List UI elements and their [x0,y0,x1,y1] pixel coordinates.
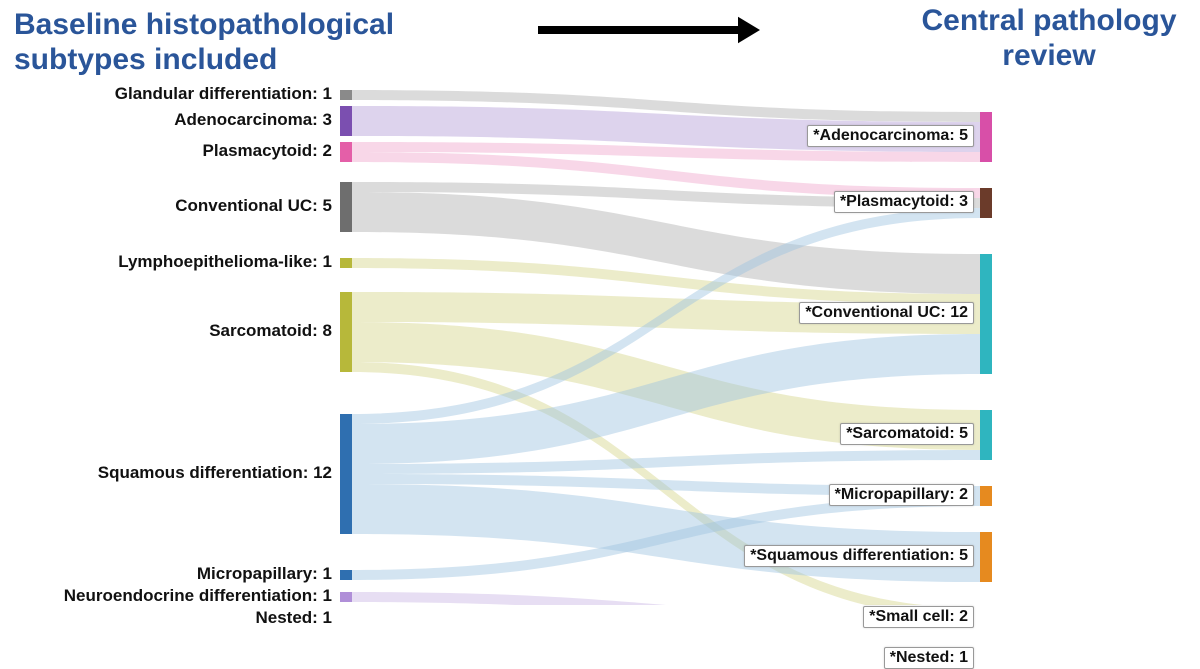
sankey-node [340,142,352,162]
sankey-node [980,410,992,460]
sankey-node [340,292,352,372]
left-node-label: Conventional UC: 5 [175,196,332,216]
sankey-node [980,254,992,374]
left-node-label: Micropapillary: 1 [197,564,332,584]
left-node-label: Lymphoepithelioma-like: 1 [118,252,332,272]
right-node-label: *Sarcomatoid: 5 [840,423,974,445]
left-node-label: Nested: 1 [255,608,332,628]
sankey-node [340,106,352,136]
sankey-node [980,532,992,582]
arrow-icon [538,17,760,43]
right-node-label: *Conventional UC: 12 [799,302,974,324]
sankey-node [340,414,352,534]
right-node-label: *Small cell: 2 [863,606,974,628]
left-node-label: Squamous differentiation: 12 [98,463,332,483]
left-node-label: Neuroendocrine differentiation: 1 [64,586,332,606]
left-node-label: Adenocarcinoma: 3 [174,110,332,130]
left-node-label: Glandular differentiation: 1 [115,84,332,104]
sankey-node [340,570,352,580]
right-node-label: *Adenocarcinoma: 5 [807,125,974,147]
sankey-flows [352,90,980,605]
right-node-label: *Micropapillary: 2 [829,484,974,506]
sankey-node [340,182,352,232]
sankey-node [980,486,992,506]
sankey-node [980,112,992,162]
right-node-label: *Nested: 1 [884,647,974,669]
sankey-node [340,258,352,268]
right-node-label: *Plasmacytoid: 3 [834,191,974,213]
sankey-node [980,188,992,218]
left-node-label: Sarcomatoid: 8 [209,321,332,341]
right-node-label: *Squamous differentiation: 5 [744,545,974,567]
sankey-node [340,592,352,602]
left-node-label: Plasmacytoid: 2 [203,141,332,161]
sankey-node [340,90,352,100]
